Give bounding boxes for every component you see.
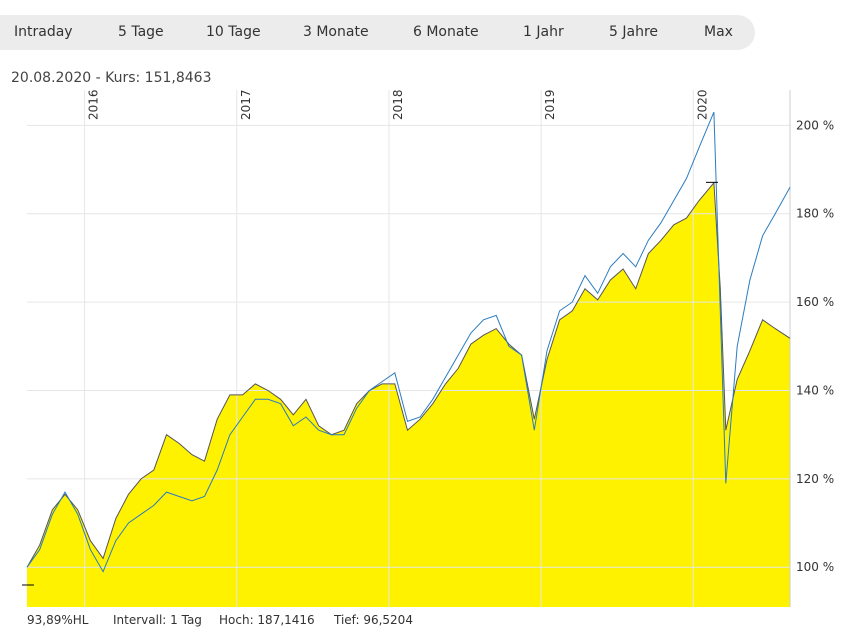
tab-max[interactable]: Max xyxy=(704,24,733,40)
x-tick-label: 2016 xyxy=(87,89,101,120)
tab-5-tage[interactable]: 5 Tage xyxy=(118,24,164,40)
tab-3-monate[interactable]: 3 Monate xyxy=(303,24,369,40)
benchmark-line xyxy=(26,111,791,573)
y-tick-label: 120 % xyxy=(796,472,834,486)
tab-intraday[interactable]: Intraday xyxy=(14,24,73,40)
x-tick-label: 2020 xyxy=(695,89,709,120)
y-tick-label: 100 % xyxy=(796,560,834,574)
interval-label: Intervall: 1 Tag xyxy=(113,613,202,627)
y-tick-label: 180 % xyxy=(796,207,834,221)
y-tick-label: 200 % xyxy=(796,118,834,132)
tab-1-jahr[interactable]: 1 Jahr xyxy=(523,24,564,40)
performance-label: 93,89%HL xyxy=(27,613,89,627)
price-info: 20.08.2020 - Kurs: 151,8463 xyxy=(11,70,212,86)
tab-5-jahre[interactable]: 5 Jahre xyxy=(609,24,658,40)
fund-line xyxy=(26,181,791,568)
y-tick-label: 160 % xyxy=(796,295,834,309)
high-label: Hoch: 187,1416 xyxy=(219,613,315,627)
low-label: Tief: 96,5204 xyxy=(334,613,413,627)
period-tabs: Intraday 5 Tage 10 Tage 3 Monate 6 Monate 1 J… xyxy=(0,15,755,50)
tab-6-monate[interactable]: 6 Monate xyxy=(413,24,479,40)
x-tick-label: 2019 xyxy=(543,89,557,120)
x-tick-label: 2018 xyxy=(391,89,405,120)
fund-area xyxy=(27,182,790,608)
tab-10-tage[interactable]: 10 Tage xyxy=(206,24,261,40)
y-tick-label: 140 % xyxy=(796,383,834,397)
x-tick-label: 2017 xyxy=(239,89,253,120)
